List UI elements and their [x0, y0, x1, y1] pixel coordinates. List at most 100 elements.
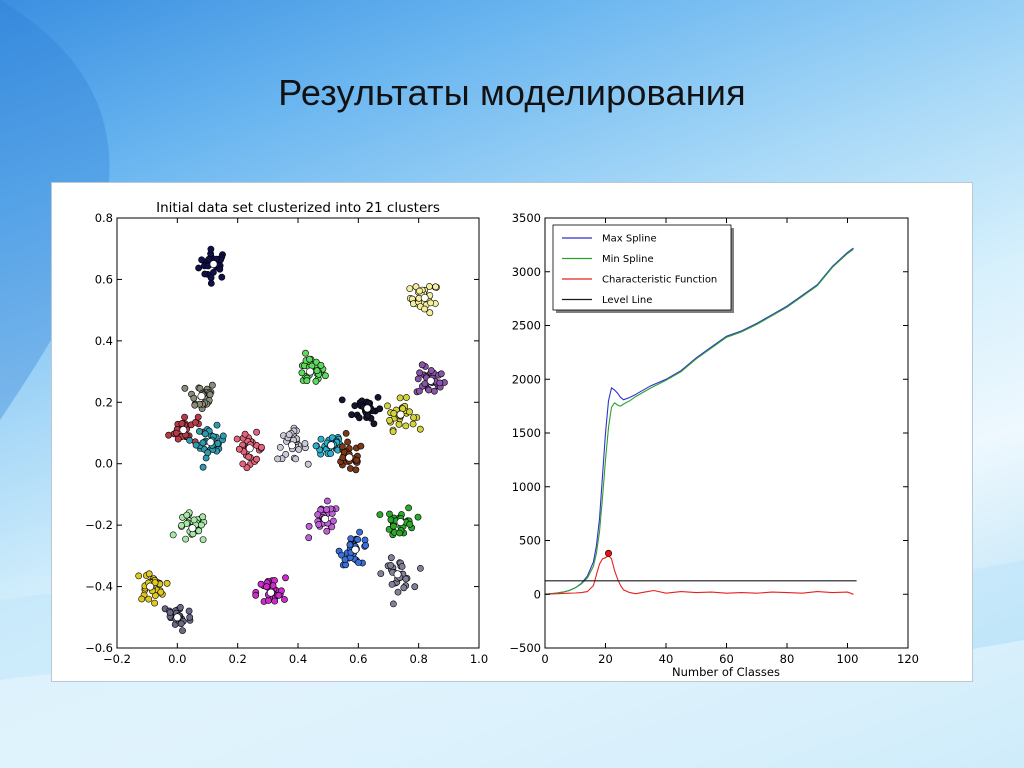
scatter-point [346, 541, 354, 549]
scatter-point [151, 592, 159, 599]
scatter-point [374, 393, 382, 401]
scatter-point [192, 441, 200, 449]
scatter-point [292, 455, 300, 463]
cluster-center-marker [146, 582, 155, 591]
cluster-center-marker [266, 588, 275, 597]
scatter-point [312, 358, 320, 366]
cluster-center-marker [288, 441, 296, 450]
scatter-point [376, 405, 384, 413]
line-x-tick-label: 60 [719, 652, 734, 666]
scatter-point [346, 465, 354, 472]
scatter-point [253, 455, 260, 463]
line-x-axis-label: Number of Classes [672, 665, 780, 679]
cluster-center-marker [197, 392, 206, 401]
cluster-center-marker [179, 426, 188, 434]
scatter-point [178, 521, 185, 529]
scatter-y-tick-label: 0.6 [95, 272, 113, 286]
scatter-point [394, 588, 402, 596]
scatter-x-tick-label: −0.2 [103, 652, 131, 666]
cluster-center-marker [327, 441, 336, 450]
scatter-point [396, 394, 404, 402]
scatter-point [276, 443, 284, 451]
scatter-point [191, 418, 199, 426]
scatter-point [341, 556, 349, 563]
cluster-center-marker [351, 545, 360, 554]
scatter-point [243, 464, 251, 472]
scatter-point [427, 367, 435, 374]
scatter-point [245, 453, 252, 461]
scatter-point [389, 428, 397, 435]
line-y-tick-label: 500 [519, 534, 541, 548]
scatter-point [416, 369, 423, 377]
scatter-point [362, 541, 370, 549]
scatter-point [390, 409, 398, 417]
scatter-point [415, 387, 423, 395]
scatter-point [182, 535, 189, 543]
legend-entry-label: Min Spline [602, 254, 654, 265]
scatter-plot-frame [116, 217, 480, 649]
scatter-point [338, 443, 346, 451]
scatter-point [348, 411, 355, 419]
line-y-tick-label: 1500 [512, 426, 541, 440]
scatter-point [386, 416, 393, 424]
scatter-point [338, 396, 346, 404]
line-y-tick-label: 2000 [512, 372, 541, 386]
scatter-point [201, 430, 209, 438]
cluster-center-marker [396, 518, 405, 526]
scatter-point [239, 460, 247, 468]
cluster-center-marker [426, 376, 435, 385]
scatter-point [436, 379, 444, 387]
scatter-point [437, 370, 445, 378]
scatter-point [313, 367, 321, 375]
scatter-point [409, 420, 417, 428]
scatter-point [207, 245, 215, 253]
scatter-point [208, 381, 216, 389]
line-y-ticks: −500 0 500 1000 1500 2000 2500 3000 3500 [509, 211, 908, 655]
scatter-cluster-centers [146, 260, 435, 622]
scatter-point [138, 595, 146, 603]
scatter-point [354, 536, 362, 543]
scatter-point [327, 450, 334, 457]
scatter-point [402, 575, 410, 583]
scatter-point [163, 579, 171, 587]
line-y-tick-label: 3500 [512, 211, 541, 225]
scatter-point [421, 380, 429, 387]
cluster-center-marker [306, 367, 314, 376]
scatter-point [185, 607, 193, 615]
scatter-point [274, 455, 281, 463]
scatter-point [384, 402, 391, 410]
cluster-center-marker [363, 404, 372, 413]
scatter-point [206, 391, 214, 399]
scatter-point [199, 439, 207, 447]
scatter-point [145, 570, 153, 578]
scatter-point [304, 460, 312, 468]
scatter-point [353, 456, 361, 464]
cluster-center-marker [321, 515, 330, 523]
scatter-point [357, 442, 365, 450]
scatter-point [213, 421, 221, 429]
cluster-center-marker [393, 570, 402, 579]
scatter-x-tick-label: 0.4 [289, 652, 307, 666]
scatter-point [179, 627, 186, 634]
figure-canvas: Initial data set clusterized into 21 clu… [85, 200, 919, 679]
scatter-x-tick-label: 0.6 [349, 652, 367, 666]
scatter-point [406, 520, 414, 528]
scatter-point [186, 613, 194, 621]
scatter-point [414, 375, 422, 383]
scatter-point [190, 394, 198, 402]
line-x-tick-label: 80 [780, 652, 795, 666]
scatter-point [207, 280, 215, 287]
scatter-point [281, 596, 288, 603]
scatter-point [285, 431, 293, 438]
scatter-point [321, 372, 329, 380]
scatter-point [406, 285, 414, 292]
scatter-point [197, 521, 205, 529]
scatter-point [241, 430, 249, 438]
scatter-point [305, 534, 313, 542]
scatter-point [416, 425, 424, 433]
scatter-point [387, 561, 395, 569]
scatter-point [169, 531, 177, 539]
cluster-center-marker [245, 444, 254, 453]
scatter-point [165, 431, 172, 439]
scatter-y-tick-label: −0.4 [85, 580, 113, 594]
